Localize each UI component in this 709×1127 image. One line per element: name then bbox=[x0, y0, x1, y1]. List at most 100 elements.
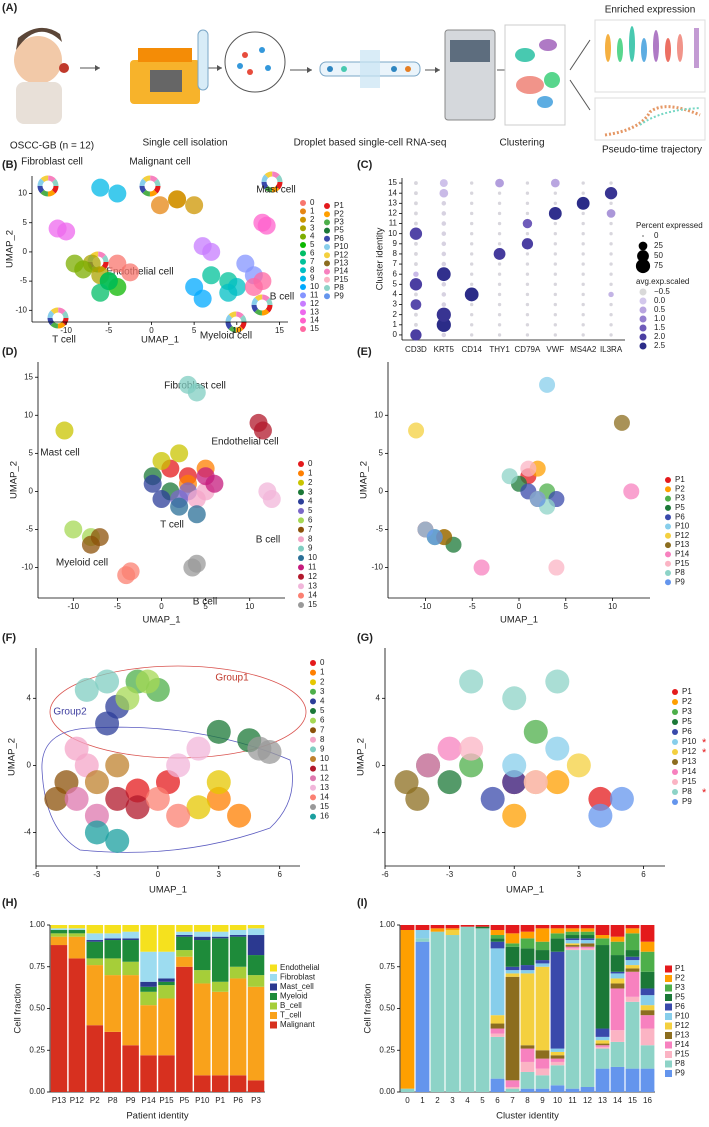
point bbox=[166, 753, 191, 778]
dot bbox=[441, 261, 447, 267]
point bbox=[187, 505, 206, 524]
legend-label: 2.0 bbox=[654, 332, 666, 341]
bar-segment bbox=[415, 938, 430, 942]
legend-swatch bbox=[665, 542, 671, 549]
bar-segment bbox=[86, 933, 104, 941]
point bbox=[115, 686, 140, 711]
y-tick-label: 0 bbox=[27, 760, 32, 769]
bar-segment bbox=[460, 925, 475, 927]
point bbox=[151, 196, 169, 215]
bar-segment bbox=[158, 981, 175, 986]
panel-label: (D) bbox=[2, 346, 18, 358]
point bbox=[84, 770, 109, 795]
legend-swatch bbox=[665, 1041, 672, 1049]
legend-swatch bbox=[665, 579, 671, 586]
y-tick-label: 15 bbox=[388, 178, 397, 187]
x-tick-label: 3 bbox=[217, 870, 222, 879]
legend-swatch bbox=[672, 759, 678, 765]
dot bbox=[525, 323, 530, 327]
bar-segment bbox=[625, 996, 640, 1002]
y-tick-label: 0.00 bbox=[29, 1087, 45, 1096]
donut-icon bbox=[251, 294, 273, 316]
x-tick-label: 13 bbox=[598, 1096, 607, 1105]
bar-segment bbox=[640, 1015, 655, 1029]
legend-swatch bbox=[300, 225, 306, 232]
bar-segment bbox=[104, 958, 121, 976]
point bbox=[253, 421, 272, 440]
bar-segment bbox=[595, 935, 610, 939]
dot bbox=[525, 272, 530, 276]
x-tick-label: -3 bbox=[446, 870, 454, 879]
legend-swatch bbox=[300, 258, 306, 265]
donut-icon bbox=[37, 175, 59, 197]
bar-segment bbox=[104, 975, 121, 1032]
donut-icon bbox=[261, 171, 283, 193]
x-tick-label: 0 bbox=[405, 1096, 410, 1105]
bar-segment bbox=[580, 943, 595, 947]
bar-segment bbox=[247, 975, 265, 987]
bar-segment bbox=[520, 1048, 535, 1062]
legend-label: 12 bbox=[320, 773, 329, 782]
x-tick-label: 0 bbox=[156, 870, 161, 879]
annotation: Myeloid cell bbox=[200, 331, 252, 342]
size-legend-dot bbox=[637, 250, 649, 262]
point bbox=[405, 786, 430, 811]
dot bbox=[553, 323, 557, 327]
bar-segment bbox=[229, 936, 247, 967]
dot bbox=[581, 292, 585, 297]
bar-segment bbox=[122, 975, 139, 1046]
dot bbox=[609, 313, 613, 317]
legend-label: 7 bbox=[310, 257, 315, 266]
dot bbox=[525, 262, 530, 266]
bar-segment bbox=[595, 1028, 610, 1037]
dot bbox=[414, 221, 418, 226]
bar-segment bbox=[247, 1080, 265, 1092]
point bbox=[193, 289, 212, 308]
color-legend-dot bbox=[639, 297, 647, 305]
bar-segment bbox=[610, 971, 625, 974]
dot bbox=[470, 201, 474, 205]
legend-swatch bbox=[298, 573, 304, 580]
donut-icon bbox=[47, 307, 69, 329]
bar-segment bbox=[550, 1055, 565, 1059]
bar-segment bbox=[247, 986, 265, 1081]
y-tick-label: 14 bbox=[388, 188, 397, 197]
bar-segment bbox=[595, 945, 610, 1029]
x-tick-label: 3 bbox=[450, 1096, 455, 1105]
dot bbox=[464, 287, 479, 302]
legend-label: 9 bbox=[320, 745, 325, 754]
dot bbox=[441, 231, 447, 236]
point bbox=[105, 786, 130, 811]
color-legend-dot bbox=[639, 306, 647, 314]
legend-swatch bbox=[672, 699, 678, 705]
point bbox=[125, 778, 150, 803]
dot bbox=[609, 232, 613, 236]
bar-segment bbox=[610, 978, 625, 984]
legend-label: 1.0 bbox=[654, 314, 666, 323]
point bbox=[206, 719, 231, 744]
y-tick-label: 0 bbox=[393, 330, 398, 339]
dot bbox=[553, 242, 557, 246]
bar-segment bbox=[625, 971, 640, 997]
legend-label: 4 bbox=[308, 497, 313, 506]
bar-segment bbox=[194, 936, 211, 941]
workflow-icons bbox=[14, 19, 706, 141]
bar-segment bbox=[176, 936, 193, 951]
bar-segment bbox=[625, 956, 640, 961]
donut-icon bbox=[47, 307, 69, 329]
point bbox=[205, 474, 224, 493]
bar-segment bbox=[140, 925, 157, 952]
point bbox=[502, 803, 527, 828]
bar-segment bbox=[104, 933, 121, 939]
legend-label: 3 bbox=[308, 487, 313, 496]
dot bbox=[414, 322, 418, 327]
bar-segment bbox=[520, 965, 535, 971]
point bbox=[545, 770, 570, 795]
legend-swatch bbox=[324, 219, 330, 226]
bar-segment bbox=[430, 928, 445, 932]
point bbox=[166, 803, 191, 828]
bar-segment bbox=[505, 966, 520, 971]
legend-label: 14 bbox=[320, 793, 329, 802]
legend-swatch bbox=[300, 250, 306, 257]
bar-segment bbox=[520, 973, 535, 1046]
